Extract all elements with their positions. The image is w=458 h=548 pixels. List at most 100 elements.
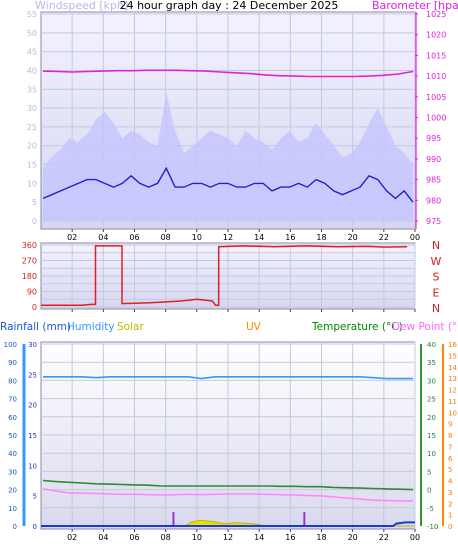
x-tick-label: 16 [285, 233, 295, 242]
x-tick-label: 02 [67, 533, 77, 542]
rain-tick-label: 10 [28, 462, 37, 470]
x-tick-label: 14 [254, 533, 264, 542]
humidity-tick-label: 80 [8, 377, 17, 385]
x-tick-label: 20 [348, 233, 358, 242]
humidity-tick-label: 60 [8, 414, 17, 422]
x-tick-label: 18 [316, 233, 326, 242]
humidity-tick-label: 70 [8, 396, 17, 404]
wind-tick-label: 25 [27, 123, 37, 132]
wind-tick-label: 55 [27, 10, 37, 19]
x-tick-label: 06 [129, 233, 139, 242]
wind-tick-label: 10 [27, 179, 37, 188]
temp-tick-label: -10 [427, 523, 438, 531]
series-windspeed-line [42, 166, 414, 203]
temp-tick-label: 10 [427, 450, 436, 458]
direction-tick-label: 180 [22, 272, 37, 281]
uv-tick-label: 9 [448, 421, 452, 429]
baro-tick-label: 1005 [426, 93, 446, 102]
uv-tick-label: 1 [448, 512, 452, 520]
humidity-tick-label: 10 [8, 505, 17, 513]
humidity-tick-label: 90 [8, 359, 17, 367]
humidity-tick-label: 20 [8, 487, 17, 495]
panel2-grid [41, 243, 416, 309]
compass-label: N [432, 302, 440, 315]
wind-tick-label: 20 [27, 142, 37, 151]
temp-tick-label: 15 [427, 432, 436, 440]
panel1-axes: 0510152025303540455055975980985990995100… [27, 10, 447, 242]
baro-tick-label: 980 [426, 196, 441, 205]
rain-tick-label: 5 [33, 493, 37, 501]
direction-tick-label: 270 [22, 257, 37, 266]
temp-tick-label: 0 [427, 487, 431, 495]
series-humidity-line [43, 375, 413, 380]
uv-tick-label: 5 [448, 466, 452, 474]
baro-tick-label: 1020 [426, 31, 446, 40]
wind-tick-label: 50 [27, 29, 37, 38]
temp-tick-label: 35 [427, 359, 436, 367]
temp-tick-label: -5 [427, 505, 434, 513]
temp-tick-label: 40 [427, 341, 436, 349]
x-tick-label: 00 [410, 233, 420, 242]
baro-tick-label: 1000 [426, 114, 446, 123]
legend-item: Solar [117, 321, 144, 333]
panel3-series [41, 375, 415, 527]
uv-tick-label: 16 [448, 341, 457, 349]
baro-tick-label: 1010 [426, 72, 446, 81]
rain-tick-label: 20 [28, 402, 37, 410]
wind-axis-label: Windspeed [kph] [35, 0, 128, 12]
x-tick-label: 20 [348, 533, 358, 542]
x-tick-label: 08 [161, 233, 171, 242]
rain-tick-label: 30 [28, 341, 37, 349]
humidity-tick-label: 50 [8, 432, 17, 440]
wind-tick-label: 35 [27, 85, 37, 94]
uv-tick-label: 2 [448, 500, 452, 508]
compass-label: E [433, 286, 440, 299]
temp-tick-label: 5 [427, 468, 431, 476]
x-tick-label: 00 [410, 533, 420, 542]
rain-tick-label: 15 [28, 432, 37, 440]
x-tick-label: 22 [379, 233, 389, 242]
x-tick-label: 10 [192, 533, 202, 542]
legend-item: Temperature (°C) [311, 321, 403, 333]
uv-tick-label: 14 [448, 364, 457, 372]
x-tick-label: 08 [161, 533, 171, 542]
chart-title: 24 hour graph day : 24 December 2025 [120, 0, 339, 12]
rain-tick-label: 0 [33, 523, 37, 531]
compass-label: S [433, 271, 440, 284]
wind-tick-label: 45 [27, 48, 37, 57]
uv-tick-label: 11 [448, 398, 457, 406]
temp-tick-label: 20 [427, 414, 436, 422]
wind-tick-label: 30 [27, 104, 37, 113]
uv-tick-label: 12 [448, 387, 457, 395]
series-gust-area [43, 93, 413, 221]
uv-tick-label: 3 [448, 489, 452, 497]
uv-tick-label: 15 [448, 352, 457, 360]
baro-tick-label: 990 [426, 155, 441, 164]
x-tick-label: 12 [223, 233, 233, 242]
legend-item: Dew Point (°C) [392, 321, 458, 333]
panel2-series [41, 245, 408, 307]
x-tick-label: 14 [254, 233, 264, 242]
uv-tick-label: 6 [448, 455, 453, 463]
legend-item: Humidity [67, 321, 115, 333]
x-tick-label: 02 [67, 233, 77, 242]
temp-tick-label: 30 [427, 377, 436, 385]
wind-tick-label: 40 [27, 66, 37, 75]
wind-tick-label: 0 [32, 217, 37, 226]
legend-item: UV [246, 321, 262, 333]
temp-tick-label: 25 [427, 396, 436, 404]
uv-tick-label: 13 [448, 375, 457, 383]
series-rainfall-line [41, 521, 415, 527]
humidity-tick-label: 100 [4, 341, 17, 349]
uv-tick-label: 0 [448, 523, 452, 531]
compass-label: N [432, 239, 440, 252]
series-dewpoint-line [42, 488, 413, 502]
uv-tick-label: 10 [448, 409, 457, 417]
direction-tick-label: 360 [22, 241, 37, 250]
rain-tick-label: 25 [28, 371, 37, 379]
baro-axis-label: Barometer [hpa] [372, 0, 458, 12]
direction-tick-label: 90 [27, 288, 37, 297]
series-temperature-line [42, 479, 414, 491]
